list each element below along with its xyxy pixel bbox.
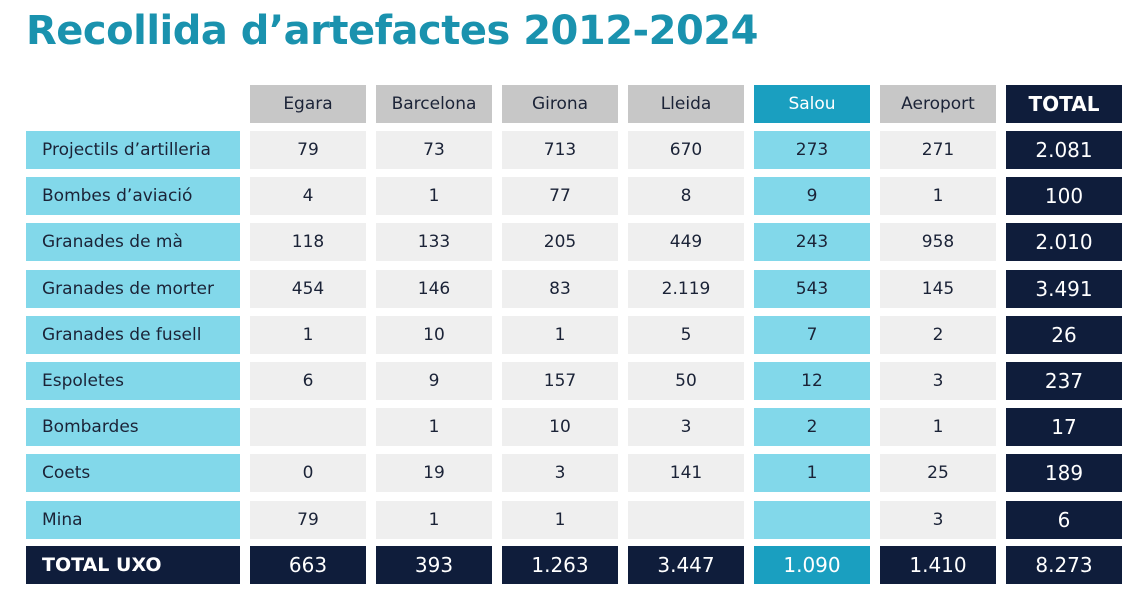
table-cell <box>628 501 744 539</box>
table-cell: 449 <box>628 223 744 261</box>
table-cell: 713 <box>502 131 618 169</box>
row-label: Bombes d’aviació <box>26 177 240 215</box>
table-cell: 958 <box>880 223 996 261</box>
table-cell: 271 <box>880 131 996 169</box>
table-cell: 3 <box>628 408 744 446</box>
footer-cell: 1.090 <box>754 546 870 584</box>
footer-cell: 663 <box>250 546 366 584</box>
table-cell: 157 <box>502 362 618 400</box>
row-label: Espoletes <box>26 362 240 400</box>
column-header: Girona <box>502 85 618 123</box>
table-cell: 133 <box>376 223 492 261</box>
column-header: Egara <box>250 85 366 123</box>
footer-cell: 1.410 <box>880 546 996 584</box>
table-cell: 3 <box>502 454 618 492</box>
table-cell: 205 <box>502 223 618 261</box>
table-cell: 118 <box>250 223 366 261</box>
row-total: 2.081 <box>1006 131 1122 169</box>
page-title: Recollida d’artefactes 2012-2024 <box>26 8 758 54</box>
row-total: 17 <box>1006 408 1122 446</box>
table-cell: 1 <box>880 408 996 446</box>
column-header: Aeroport <box>880 85 996 123</box>
column-header: Lleida <box>628 85 744 123</box>
row-label: Coets <box>26 454 240 492</box>
table-cell: 25 <box>880 454 996 492</box>
row-label: Mina <box>26 501 240 539</box>
table-cell: 1 <box>502 316 618 354</box>
table-cell: 2.119 <box>628 270 744 308</box>
table-cell: 3 <box>880 501 996 539</box>
row-label: Granades de mà <box>26 223 240 261</box>
table-cell: 9 <box>376 362 492 400</box>
footer-cell: 393 <box>376 546 492 584</box>
row-total: 3.491 <box>1006 270 1122 308</box>
table-cell: 243 <box>754 223 870 261</box>
table-cell: 79 <box>250 501 366 539</box>
table-cell: 8 <box>628 177 744 215</box>
table-cell: 4 <box>250 177 366 215</box>
table-cell: 50 <box>628 362 744 400</box>
table-cell: 670 <box>628 131 744 169</box>
row-total: 26 <box>1006 316 1122 354</box>
row-total: 189 <box>1006 454 1122 492</box>
table-cell: 10 <box>376 316 492 354</box>
table-cell: 6 <box>250 362 366 400</box>
footer-cell: 1.263 <box>502 546 618 584</box>
table-cell: 9 <box>754 177 870 215</box>
row-total: 6 <box>1006 501 1122 539</box>
table-cell: 3 <box>880 362 996 400</box>
table-cell: 1 <box>250 316 366 354</box>
row-label: Bombardes <box>26 408 240 446</box>
footer-label: TOTAL UXO <box>26 546 240 584</box>
table-cell: 1 <box>376 177 492 215</box>
table-cell: 146 <box>376 270 492 308</box>
table-cell <box>754 501 870 539</box>
row-label: Granades de fusell <box>26 316 240 354</box>
table-cell: 1 <box>880 177 996 215</box>
table-cell: 454 <box>250 270 366 308</box>
table-cell: 77 <box>502 177 618 215</box>
table-cell: 543 <box>754 270 870 308</box>
row-total: 237 <box>1006 362 1122 400</box>
column-header: Salou <box>754 85 870 123</box>
table-cell: 2 <box>754 408 870 446</box>
row-label: Projectils d’artilleria <box>26 131 240 169</box>
table-cell: 1 <box>376 408 492 446</box>
table-cell: 1 <box>376 501 492 539</box>
row-label: Granades de morter <box>26 270 240 308</box>
table-cell: 141 <box>628 454 744 492</box>
table-cell: 83 <box>502 270 618 308</box>
grand-total: 8.273 <box>1006 546 1122 584</box>
row-total: 2.010 <box>1006 223 1122 261</box>
table-cell: 1 <box>754 454 870 492</box>
table-cell: 10 <box>502 408 618 446</box>
column-header: Barcelona <box>376 85 492 123</box>
table-cell: 145 <box>880 270 996 308</box>
table-cell: 73 <box>376 131 492 169</box>
table-cell: 5 <box>628 316 744 354</box>
table-cell: 2 <box>880 316 996 354</box>
footer-cell: 3.447 <box>628 546 744 584</box>
table-cell: 1 <box>502 501 618 539</box>
table-cell: 7 <box>754 316 870 354</box>
table-cell: 0 <box>250 454 366 492</box>
table-cell: 79 <box>250 131 366 169</box>
table-cell: 273 <box>754 131 870 169</box>
total-column-header: TOTAL <box>1006 85 1122 123</box>
row-total: 100 <box>1006 177 1122 215</box>
table-cell <box>250 408 366 446</box>
table-cell: 19 <box>376 454 492 492</box>
table-cell: 12 <box>754 362 870 400</box>
